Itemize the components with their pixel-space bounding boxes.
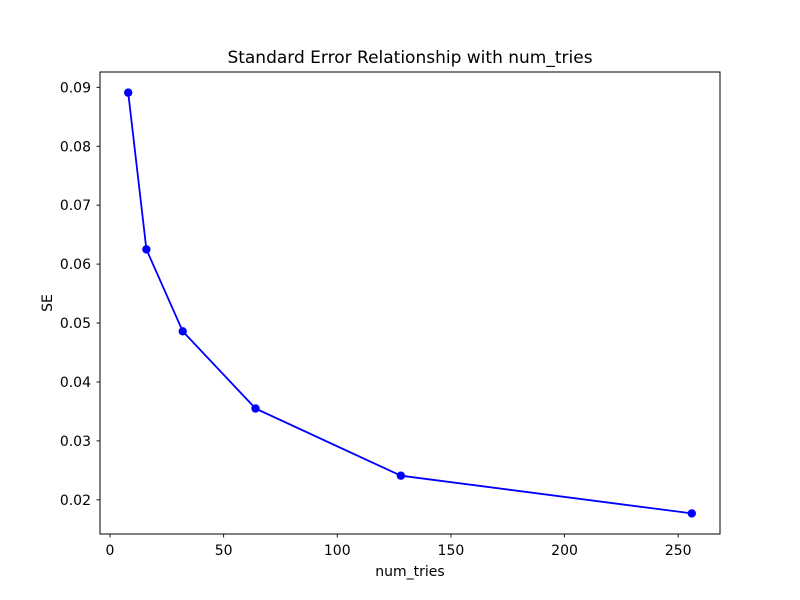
- y-tick-label: 0.04: [60, 375, 91, 391]
- x-tick-label: 50: [215, 543, 233, 559]
- y-tick-label: 0.08: [60, 139, 91, 155]
- axes-frame: [99, 71, 721, 535]
- plot-area: [100, 72, 720, 534]
- data-series: [124, 88, 696, 518]
- x-tick-label: 100: [324, 543, 351, 559]
- data-point-8: [124, 88, 133, 97]
- y-tick-label: 0.03: [60, 434, 91, 450]
- axis-ticks: 0 50 100 150 200 250 0.02 0.03 0.04 0.05 0.06 0.07 0…: [60, 80, 692, 559]
- y-axis-label: SE: [40, 294, 56, 312]
- data-point-64: [251, 404, 260, 413]
- x-tick-label: 150: [438, 543, 465, 559]
- x-tick-label: 250: [665, 543, 692, 559]
- y-tick-label: 0.02: [60, 493, 91, 509]
- x-tick-label: 200: [551, 543, 578, 559]
- y-tick-label: 0.06: [60, 257, 91, 273]
- plot-border: [99, 71, 721, 535]
- x-axis-label: num_tries: [375, 564, 444, 580]
- data-point-16: [142, 245, 151, 254]
- data-point-256: [687, 509, 696, 518]
- y-tick-label: 0.05: [60, 316, 91, 332]
- y-tick-label: 0.07: [60, 198, 91, 214]
- series-line: [127, 91, 693, 515]
- data-point-128: [396, 471, 406, 480]
- plot-area-bg: [100, 72, 720, 534]
- x-tick-label: 0: [106, 543, 115, 559]
- chart-title: Standard Error Relationship with num_tri…: [227, 48, 592, 68]
- y-tick-label: 0.09: [60, 80, 91, 96]
- data-point-32: [178, 327, 187, 336]
